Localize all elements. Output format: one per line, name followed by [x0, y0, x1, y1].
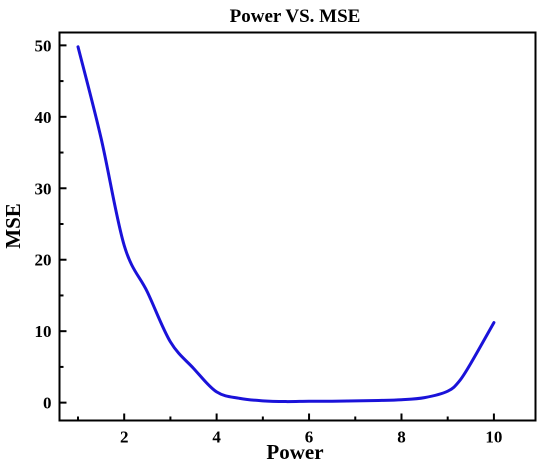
- plot-frame: [58, 31, 537, 422]
- ticks-layer: 2 4 6 8 10 0 10 20 30 40 50: [35, 36, 503, 446]
- y-tick-label: 30: [35, 179, 52, 198]
- y-tick-label: 20: [35, 251, 52, 270]
- x-tick-label: 8: [397, 428, 406, 447]
- x-tick-label: 6: [305, 428, 314, 447]
- y-tick-label: 40: [35, 108, 52, 127]
- x-tick-label: 10: [485, 428, 502, 447]
- x-tick-label: 4: [212, 428, 221, 447]
- y-tick-label: 0: [43, 394, 52, 413]
- y-axis-label: MSE: [1, 203, 25, 249]
- chart-title: Power VS. MSE: [230, 6, 361, 27]
- y-tick-label: 10: [35, 322, 52, 341]
- y-tick-label: 50: [35, 36, 52, 55]
- series-layer: [76, 45, 496, 404]
- series-line: [76, 45, 496, 404]
- x-axis-label: Power: [266, 440, 323, 464]
- x-tick-label: 2: [120, 428, 129, 447]
